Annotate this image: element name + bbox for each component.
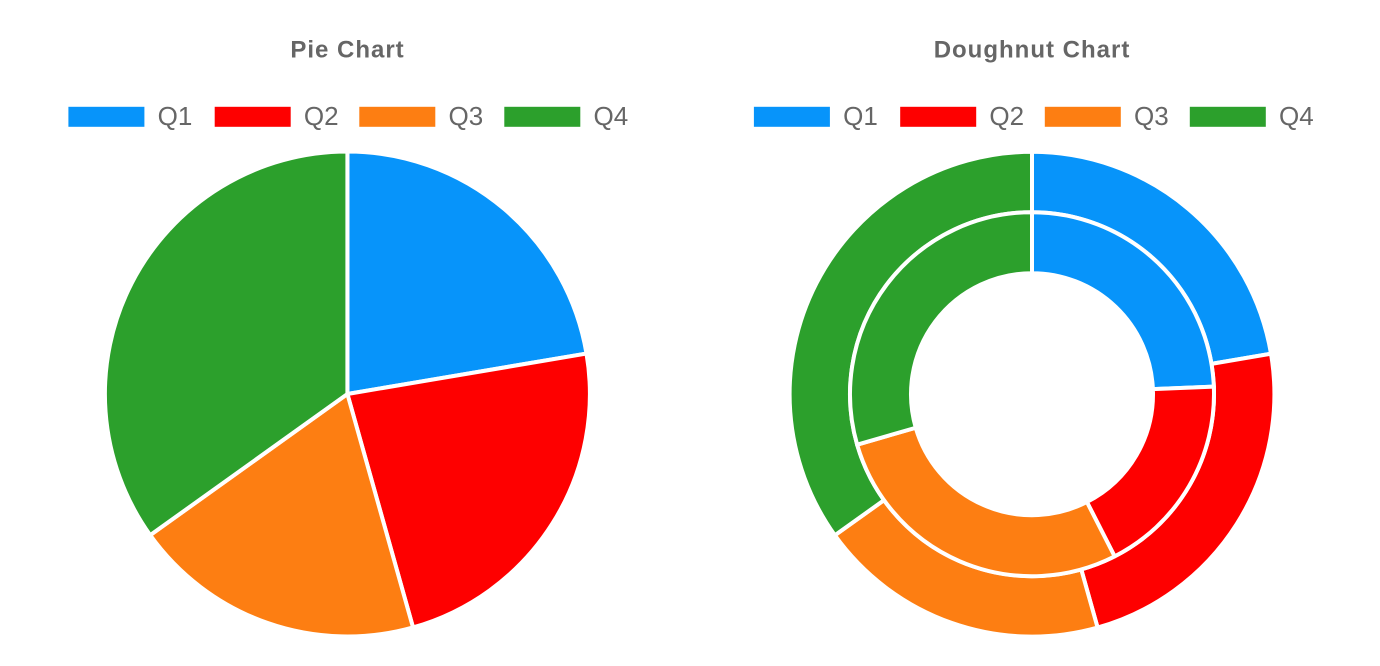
svg-text:Q1: Q1 — [843, 101, 878, 131]
svg-text:Q2: Q2 — [304, 101, 339, 131]
svg-text:Pie Chart: Pie Chart — [290, 37, 404, 64]
svg-text:Doughnut Chart: Doughnut Chart — [934, 37, 1131, 64]
svg-text:Q3: Q3 — [1134, 101, 1169, 131]
svg-text:Q4: Q4 — [594, 101, 629, 131]
svg-text:Q3: Q3 — [449, 101, 484, 131]
svg-text:Q2: Q2 — [989, 101, 1024, 131]
svg-text:Q4: Q4 — [1279, 101, 1314, 131]
svg-text:Q1: Q1 — [158, 101, 193, 131]
